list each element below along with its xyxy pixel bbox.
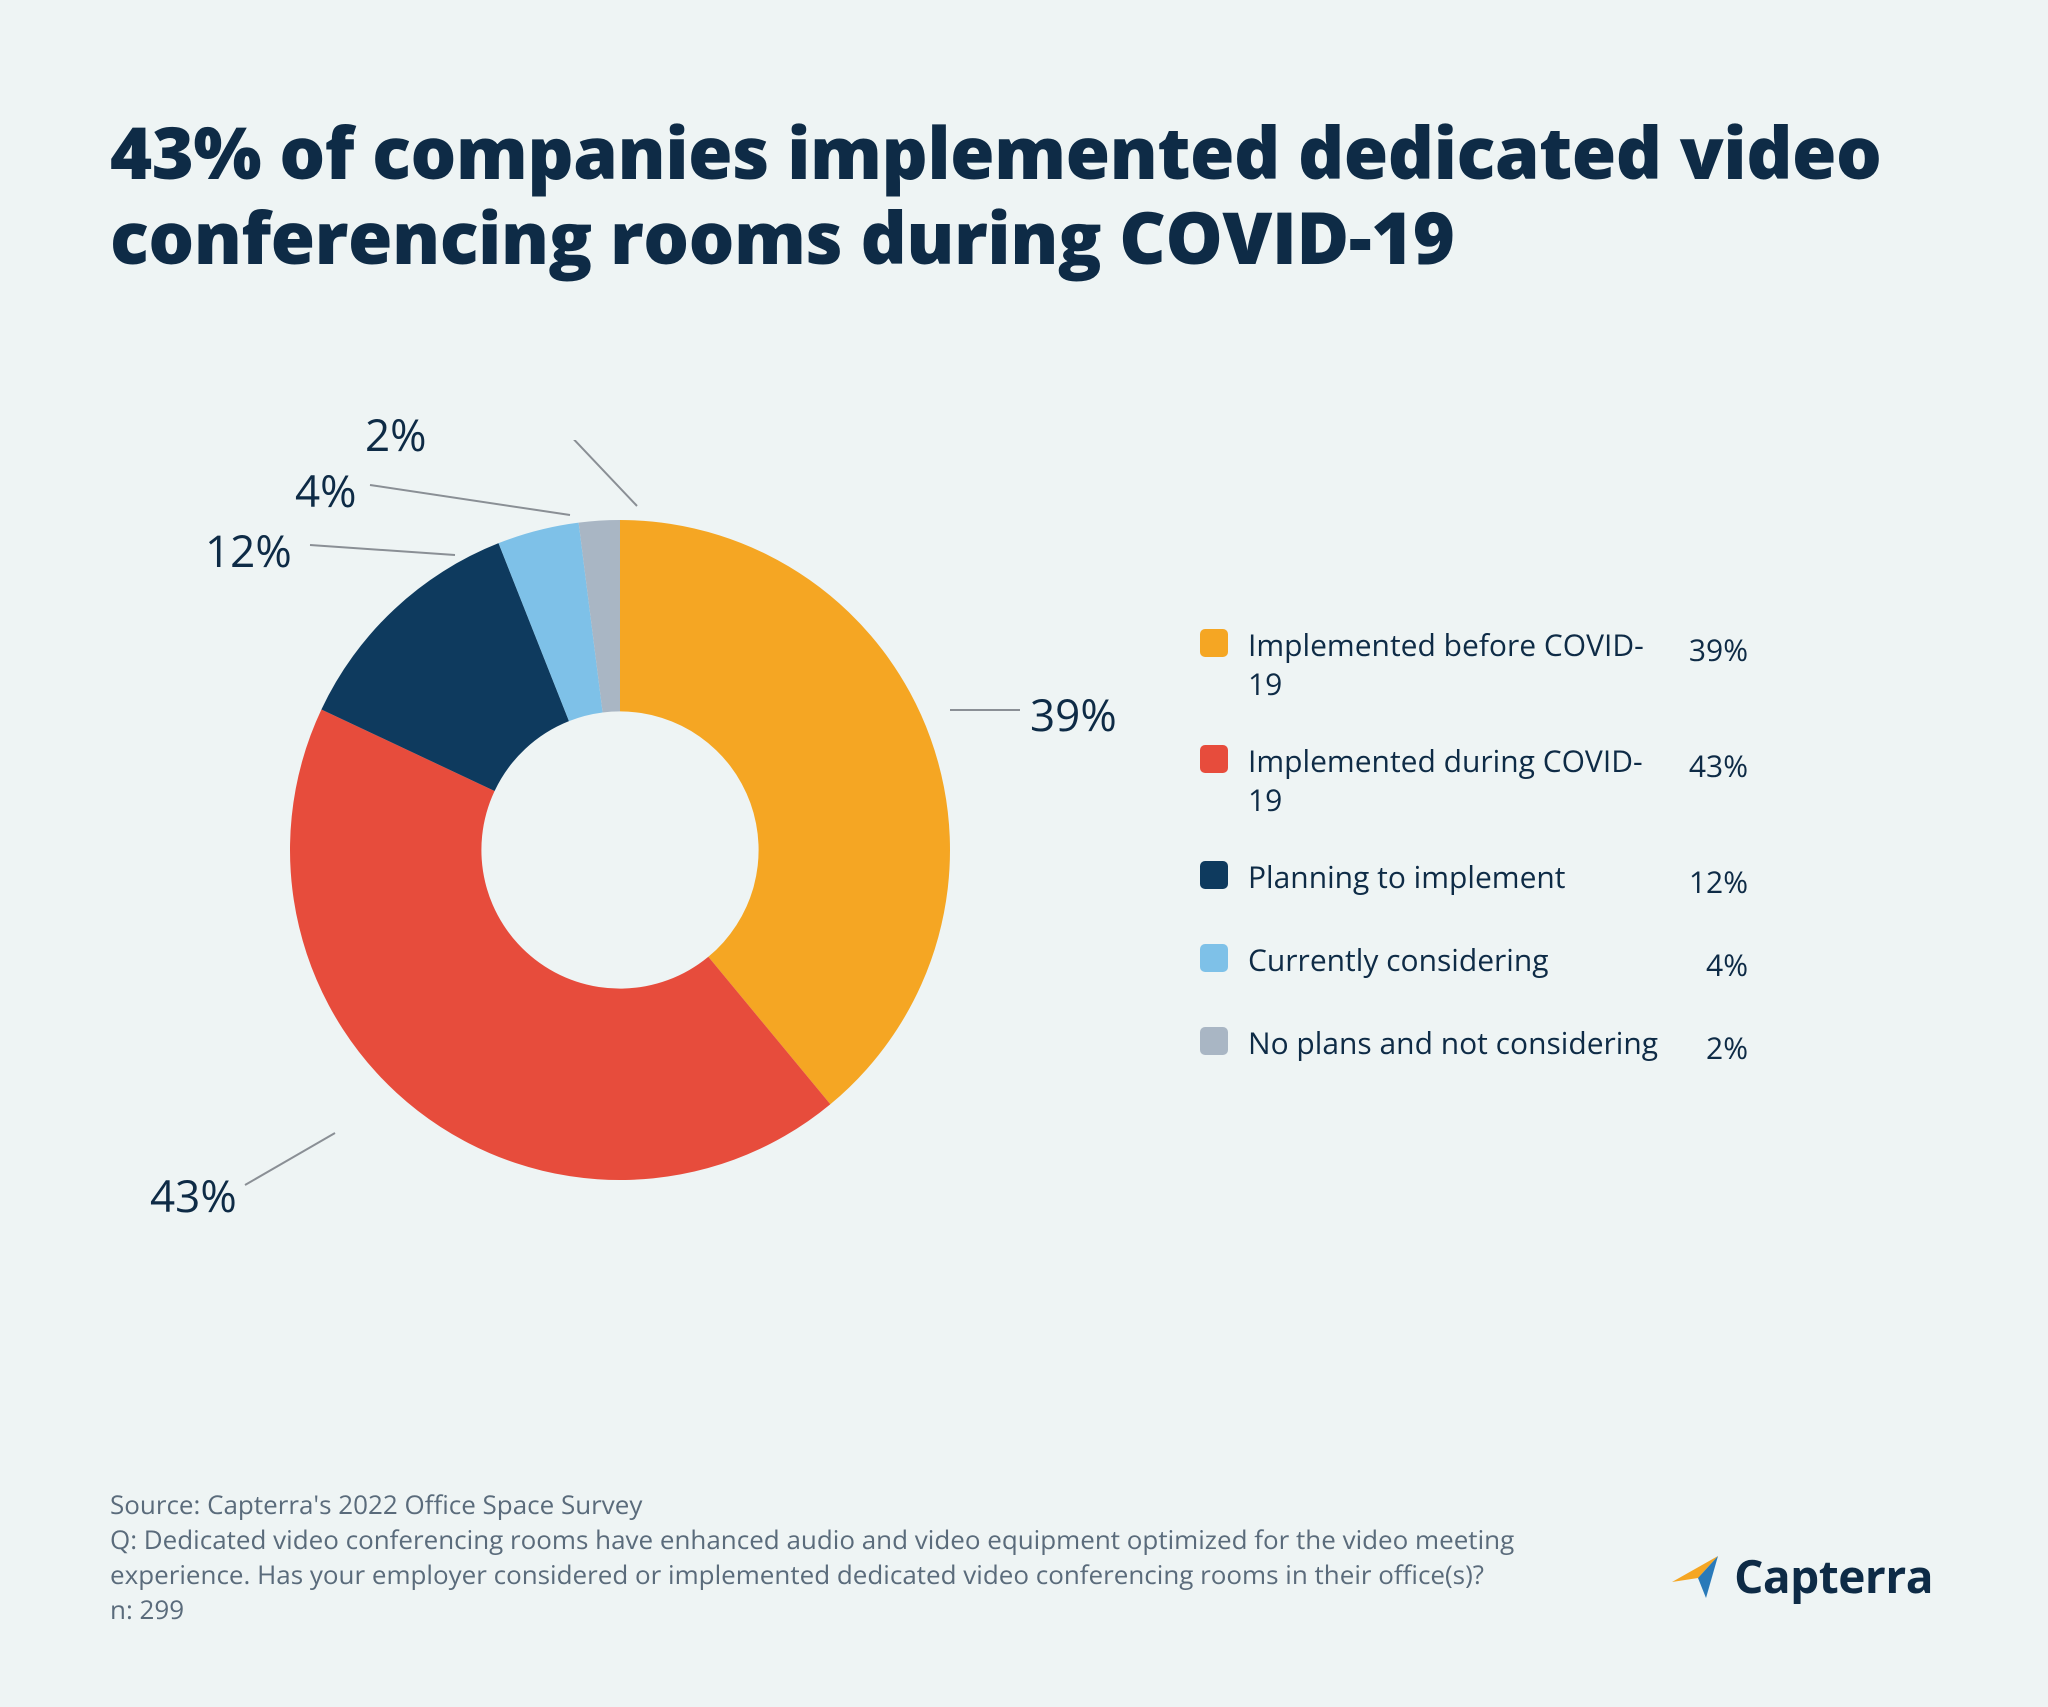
- brand-name: Capterra: [1734, 1545, 1933, 1607]
- legend-value-0: 39%: [1668, 629, 1748, 670]
- legend-value-4: 2%: [1668, 1027, 1748, 1068]
- legend-value-1: 43%: [1668, 745, 1748, 786]
- legend-value-3: 4%: [1668, 944, 1748, 985]
- footer-source: Source: Capterra's 2022 Office Space Sur…: [110, 1487, 1610, 1522]
- legend-swatch-4: [1200, 1027, 1228, 1055]
- slice-label-4: 2%: [365, 404, 427, 464]
- legend-label-3: Currently considering: [1248, 940, 1668, 979]
- footer: Source: Capterra's 2022 Office Space Sur…: [110, 1487, 1610, 1627]
- legend-item-1: Implemented during COVID-19 43%: [1200, 741, 1940, 819]
- infographic-container: 43% of companies implemented dedicated v…: [0, 0, 2048, 1707]
- legend-item-0: Implemented before COVID-19 39%: [1200, 625, 1940, 703]
- capterra-arrow-icon: [1666, 1548, 1722, 1604]
- slice-label-1: 43%: [150, 1165, 237, 1225]
- legend-item-2: Planning to implement 12%: [1200, 857, 1940, 902]
- legend-swatch-3: [1200, 944, 1228, 972]
- donut-chart: 39% 43% 12% 4% 2%: [110, 440, 1130, 1340]
- legend-swatch-0: [1200, 629, 1228, 657]
- legend-label-4: No plans and not considering: [1248, 1023, 1668, 1062]
- slice-label-0: 39%: [1030, 684, 1117, 744]
- leader-4: [370, 485, 570, 515]
- chart-title: 43% of companies implemented dedicated v…: [110, 110, 1938, 280]
- leader-43: [245, 1133, 335, 1185]
- legend-item-4: No plans and not considering 2%: [1200, 1023, 1940, 1068]
- legend-value-2: 12%: [1668, 861, 1748, 902]
- legend-swatch-1: [1200, 745, 1228, 773]
- slice-label-2: 12%: [205, 520, 292, 580]
- footer-n: n: 299: [110, 1592, 1610, 1627]
- legend-label-0: Implemented before COVID-19: [1248, 625, 1668, 703]
- brand-logo: Capterra: [1666, 1545, 1933, 1607]
- legend-item-3: Currently considering 4%: [1200, 940, 1940, 985]
- slice-label-3: 4%: [295, 460, 357, 520]
- footer-question: Q: Dedicated video conferencing rooms ha…: [110, 1522, 1610, 1592]
- leader-12: [310, 545, 455, 555]
- legend-label-1: Implemented during COVID-19: [1248, 741, 1668, 819]
- legend-swatch-2: [1200, 861, 1228, 889]
- leader-2: [440, 440, 637, 506]
- legend: Implemented before COVID-19 39% Implemen…: [1200, 625, 1940, 1106]
- legend-label-2: Planning to implement: [1248, 857, 1668, 896]
